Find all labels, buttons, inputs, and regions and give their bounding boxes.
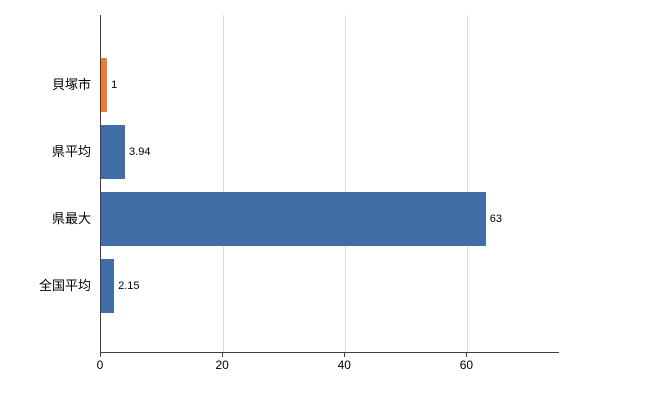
category-label: 全国平均: [38, 278, 91, 293]
x-tick-label: 20: [215, 358, 229, 372]
bar: [101, 125, 126, 179]
gridline: [467, 15, 469, 352]
x-tick: [466, 353, 468, 357]
x-tick: [222, 353, 224, 357]
category-label: 県最大: [51, 211, 91, 226]
x-tick-label: 40: [337, 358, 351, 372]
category-label: 県平均: [51, 144, 91, 159]
bar: [101, 259, 115, 313]
x-tick-label: 0: [96, 358, 104, 372]
value-label: 3.94: [129, 146, 151, 158]
bar: [101, 192, 486, 246]
gridline: [345, 15, 347, 352]
value-label: 1: [111, 79, 118, 91]
x-tick: [344, 353, 346, 357]
value-label: 63: [489, 213, 502, 225]
gridline: [223, 15, 225, 352]
category-label: 貝塚市: [51, 77, 91, 92]
x-tick: [100, 353, 101, 357]
bar: [101, 58, 108, 112]
x-tick-label: 60: [459, 358, 474, 372]
value-label: 2.15: [118, 280, 140, 292]
plot-area: 1 3.94 63 2.15: [100, 15, 559, 353]
